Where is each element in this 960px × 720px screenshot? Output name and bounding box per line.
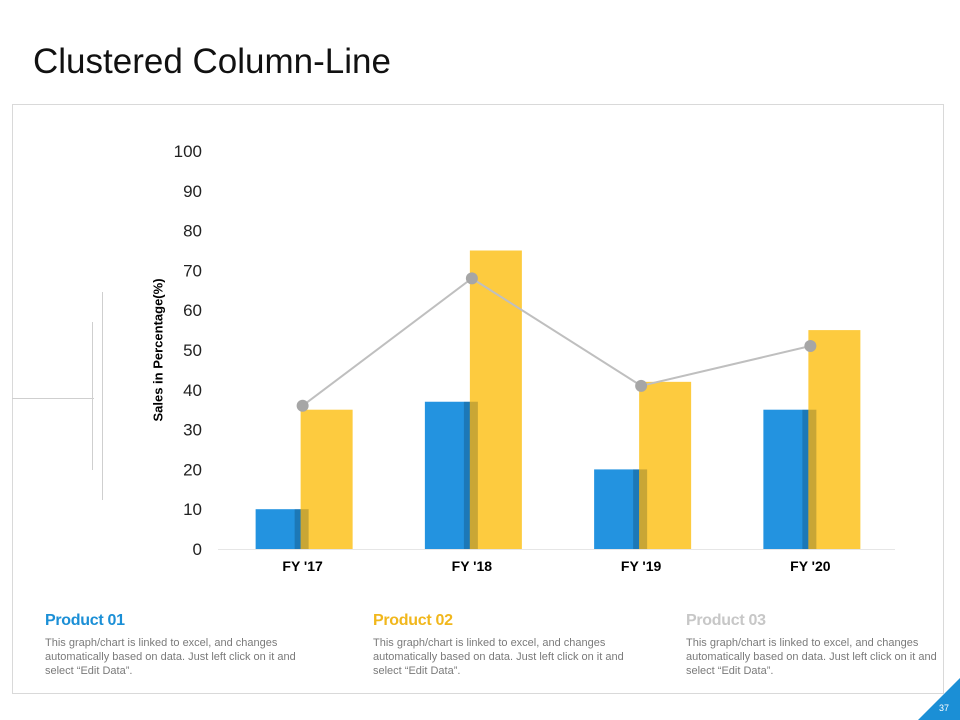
bar-product-01: [424, 401, 477, 549]
y-tick-label: 60: [183, 301, 202, 320]
x-tick-label: FY '20: [790, 558, 831, 574]
y-tick-label: 100: [174, 142, 202, 161]
y-tick-label: 40: [183, 381, 202, 400]
legend-card-product-01: Product 01 This graph/chart is linked to…: [45, 612, 315, 678]
bar-product-01: [255, 509, 308, 549]
decorative-line: [102, 292, 103, 500]
page-corner-triangle: [918, 678, 960, 720]
decorative-line: [12, 398, 94, 399]
bar-product-02: [300, 409, 353, 549]
y-tick-label: 30: [183, 421, 202, 440]
bar-overlap-shadow: [300, 509, 309, 549]
line-product-03: [302, 277, 811, 407]
y-tick-label: 20: [183, 460, 202, 479]
bar-shadow: [633, 469, 642, 549]
bar-shadow: [294, 509, 303, 549]
bar-product-01: [763, 409, 816, 549]
legend-card-product-03: Product 03 This graph/chart is linked to…: [686, 612, 956, 678]
decorative-line: [92, 322, 93, 470]
legend-card-text: This graph/chart is linked to excel, and…: [686, 637, 937, 677]
bar-product-01: [594, 469, 647, 549]
bar-shadow: [802, 409, 811, 549]
y-tick-label: 90: [183, 182, 202, 201]
y-tick-label: 50: [183, 341, 202, 360]
legend-card-text: This graph/chart is linked to excel, and…: [45, 637, 296, 677]
line-marker: [296, 399, 309, 412]
bar-product-02: [808, 330, 861, 549]
legend-card-title: Product 01: [45, 612, 125, 629]
x-tick-label: FY '18: [452, 558, 493, 574]
y-tick-label: 70: [183, 261, 202, 280]
bar-shadow: [463, 401, 472, 549]
legend-card-text: This graph/chart is linked to excel, and…: [373, 637, 624, 677]
y-tick-label: 0: [193, 540, 202, 559]
content-frame: [12, 104, 944, 694]
legend-card-title: Product 03: [686, 612, 766, 629]
bar-overlap-shadow: [639, 469, 648, 549]
y-axis-label: Sales in Percentage(%): [150, 278, 166, 422]
line-marker: [465, 272, 478, 285]
y-tick-label: 80: [183, 222, 202, 241]
bar-product-02: [639, 381, 692, 549]
bar-overlap-shadow: [808, 409, 817, 549]
slide-title: Clustered Column-Line: [33, 42, 391, 81]
y-tick-label: 10: [183, 500, 202, 519]
bar-overlap-shadow: [469, 401, 478, 549]
x-tick-label: FY '17: [282, 558, 323, 574]
line-marker: [804, 340, 817, 353]
bar-product-02: [469, 250, 522, 549]
line-marker: [635, 379, 648, 392]
legend-card-product-02: Product 02 This graph/chart is linked to…: [373, 612, 643, 678]
x-tick-label: FY '19: [621, 558, 662, 574]
page-number: 37: [938, 703, 949, 713]
page-number-corner: 37: [918, 678, 960, 720]
legend-card-title: Product 02: [373, 612, 453, 629]
